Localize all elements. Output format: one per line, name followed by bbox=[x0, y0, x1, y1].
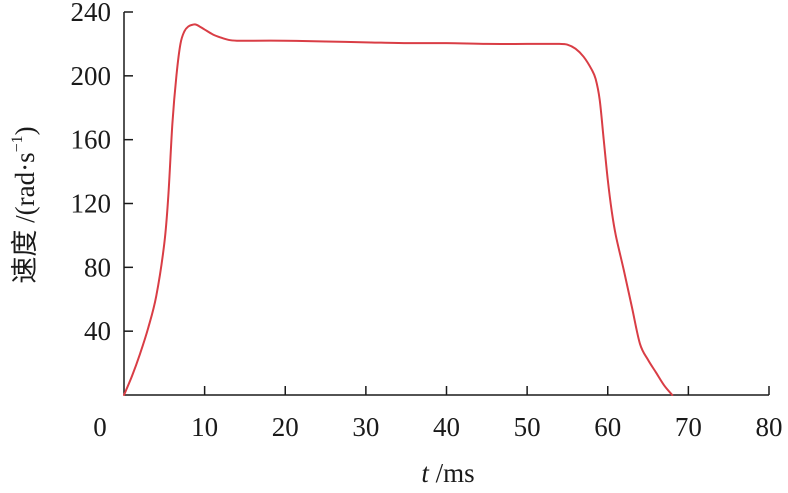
series-line-0 bbox=[123, 23, 674, 396]
x-tick-label: 30 bbox=[352, 412, 379, 442]
axes bbox=[123, 12, 769, 396]
x-axis-label-unit: /ms bbox=[429, 458, 475, 488]
y-axis-label: 速度 /(rad·s−1) bbox=[9, 126, 40, 283]
y-tick-label: 200 bbox=[71, 61, 112, 91]
x-axis-label: t /ms bbox=[421, 458, 474, 488]
x-axis-label-var: t bbox=[421, 458, 430, 488]
ticks bbox=[124, 11, 770, 395]
y-axis-label-sup: −1 bbox=[9, 135, 26, 152]
x-tick-label: 80 bbox=[756, 412, 783, 442]
y-tick-label: 160 bbox=[71, 125, 112, 155]
series-layer bbox=[123, 23, 674, 396]
y-tick-label: 80 bbox=[84, 252, 111, 282]
tick-labels: 0 10 20 30 40 50 60 70 80 40 80 120 160 200 240 bbox=[71, 0, 783, 442]
x-tick-label: 10 bbox=[191, 412, 218, 442]
y-tick-label: 120 bbox=[71, 189, 112, 219]
y-tick-label: 240 bbox=[71, 0, 112, 27]
x-tick-label: 40 bbox=[433, 412, 460, 442]
x-tick-label: 20 bbox=[272, 412, 299, 442]
y-axis-label-end: ) bbox=[10, 126, 40, 135]
x-tick-label: 50 bbox=[514, 412, 541, 442]
x-tick-label: 60 bbox=[594, 412, 621, 442]
y-axis-label-main: 速度 /(rad·s bbox=[10, 152, 40, 283]
x-tick-label: 70 bbox=[675, 412, 702, 442]
y-tick-label: 40 bbox=[84, 316, 111, 346]
x-tick-label: 0 bbox=[93, 412, 107, 442]
